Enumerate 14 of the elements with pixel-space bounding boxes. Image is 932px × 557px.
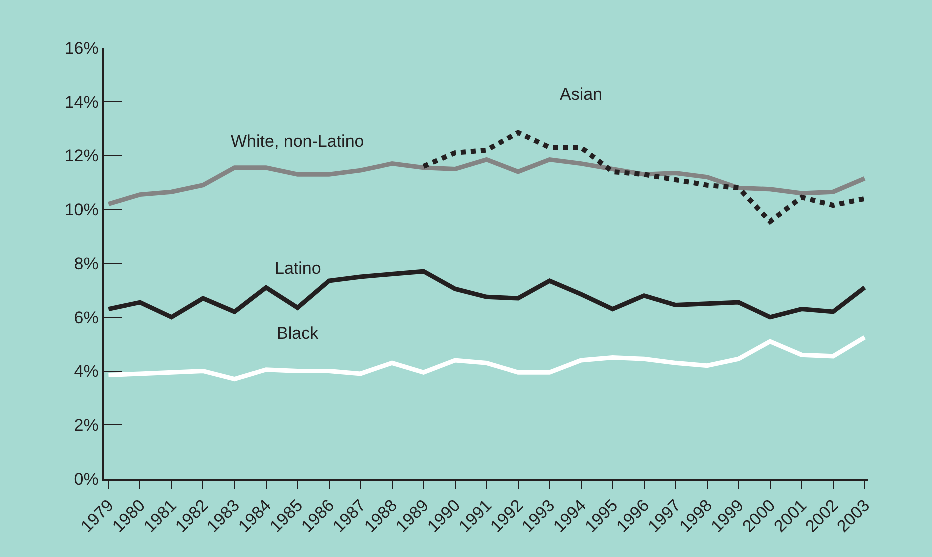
text: Asian xyxy=(560,85,603,104)
series-label: Latino xyxy=(275,259,322,278)
y-tick-label: 4% xyxy=(74,362,99,382)
y-tick-label: 2% xyxy=(74,416,99,436)
series-label: Black xyxy=(277,324,320,343)
y-tick-label: 14% xyxy=(64,92,99,112)
y-tick-label: 16% xyxy=(64,38,99,58)
y-tick-label: 12% xyxy=(64,146,99,166)
y-tick-label: 8% xyxy=(74,254,99,274)
y-tick-label: 10% xyxy=(64,200,99,220)
line-series xyxy=(106,158,868,206)
y-tick-label: 6% xyxy=(74,308,99,328)
y-tick-label: 0% xyxy=(74,470,99,489)
series-label: White, non-Latino xyxy=(231,132,364,151)
